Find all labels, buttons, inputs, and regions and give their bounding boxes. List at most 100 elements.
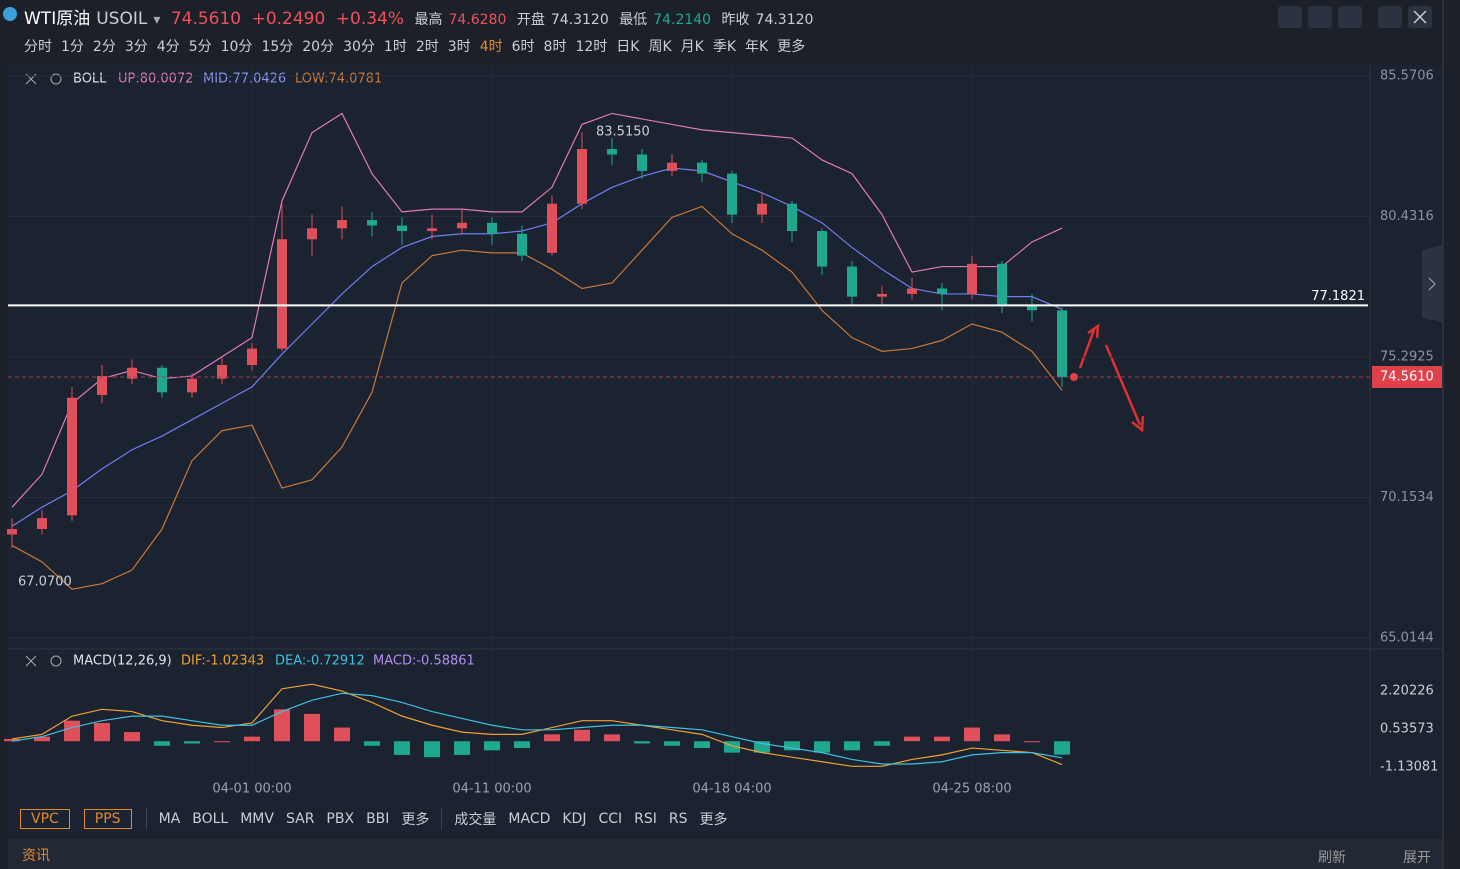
timeframe-tab[interactable]: 30分 (343, 39, 375, 55)
macd-bar (244, 736, 260, 742)
macd-bar (634, 741, 650, 744)
indicator-button[interactable]: PBX (326, 811, 355, 827)
side-tab[interactable] (1422, 245, 1442, 322)
label: 昨收 (721, 12, 750, 28)
indicator-button[interactable]: RSI (634, 811, 657, 827)
boll-mid: MID:77.0426 (203, 72, 286, 87)
timeframe-tab[interactable]: 15分 (261, 39, 294, 55)
settings-icon[interactable] (50, 73, 62, 85)
macd-bar (274, 709, 290, 742)
macd-dif: DIF:-1.02343 (181, 654, 264, 669)
timeframe-tab[interactable]: 12时 (575, 39, 608, 55)
symbol: WTI原油 (24, 9, 91, 29)
footer: 资讯 刷新 展开 (8, 838, 1442, 869)
indicator-button[interactable]: BOLL (192, 811, 229, 827)
indicator-button[interactable]: MACD (508, 811, 551, 827)
macd-bar (364, 741, 380, 746)
label: 开盘 (516, 12, 545, 28)
timeframe-tab[interactable]: 日K (616, 39, 640, 55)
timeframe-tab[interactable]: 8时 (543, 39, 567, 55)
macd-bar (664, 741, 680, 746)
header-icons[interactable] (1278, 6, 1432, 28)
low-note: 67.0700 (18, 574, 72, 589)
timeframe-tab[interactable]: 年K (745, 39, 769, 55)
change: +0.2490 (251, 9, 326, 29)
timeframe-tab[interactable]: 4分 (156, 39, 180, 55)
timeframe-tab[interactable]: 3时 (447, 39, 471, 55)
separator (145, 808, 147, 830)
macd-bar (844, 741, 860, 751)
candle-body (487, 222, 497, 234)
timeframe-tab[interactable]: 月K (680, 39, 704, 55)
settings-icon[interactable] (50, 655, 62, 667)
macd-bar (694, 741, 710, 749)
indicator-button[interactable]: 更多 (699, 812, 728, 828)
macd-bar (754, 741, 770, 753)
macd-bar (874, 741, 890, 746)
macd-bar (334, 727, 350, 742)
macd-bar (34, 736, 50, 742)
indicator-button[interactable]: BBI (366, 811, 390, 827)
timeframe-tab[interactable]: 4时 (479, 39, 503, 55)
low: 74.2140 (653, 12, 712, 28)
news-tab[interactable]: 资讯 (22, 848, 50, 864)
expand[interactable]: 展开 (1403, 850, 1431, 866)
timeframe-tab[interactable]: 季K (712, 39, 737, 55)
y-tick-label: 65.0144 (1380, 631, 1434, 646)
candle-body (1027, 304, 1037, 311)
header: WTI原油 USOIL ▾ 74.5610 +0.2490 +0.34% 最高 74.… (24, 9, 814, 29)
indicator-button[interactable]: KDJ (562, 811, 587, 827)
y-tick-label: 85.5706 (1380, 69, 1434, 84)
timeframe-tab[interactable]: 周K (648, 39, 672, 55)
indicator-button[interactable]: RS (668, 811, 688, 827)
macd-tick-label: 2.20226 (1380, 684, 1434, 699)
timeframe-tab[interactable]: 10分 (220, 39, 253, 55)
indicator-button[interactable]: MMV (240, 811, 274, 827)
indicator-button[interactable]: 更多 (401, 812, 430, 828)
timeframe-tab[interactable]: 1分 (61, 39, 84, 55)
macd-bar (544, 734, 560, 742)
code[interactable]: USOIL (96, 9, 148, 29)
indicator-button[interactable]: MA (158, 811, 181, 827)
candle-body (1057, 310, 1067, 378)
indicator-button[interactable]: SAR (285, 811, 315, 827)
candle-body (427, 228, 437, 232)
macd-bar (934, 736, 950, 742)
indicator-button[interactable]: CCI (598, 811, 623, 827)
candle-body (67, 397, 77, 516)
candle-body (157, 367, 167, 393)
candle-body (847, 266, 857, 297)
candle-body (817, 231, 827, 267)
timeframe-tab[interactable]: 20分 (302, 39, 335, 55)
overlay-button[interactable]: VPC (20, 809, 70, 829)
refresh[interactable]: 刷新 (1318, 850, 1346, 866)
y-tick-label: 75.2925 (1380, 350, 1434, 365)
timeframe-tab[interactable]: 3分 (124, 39, 148, 55)
timeframe-tab[interactable]: 1时 (383, 39, 407, 55)
macd-bar (1024, 741, 1040, 743)
macd-bar (124, 732, 140, 742)
close-icon[interactable] (25, 655, 37, 667)
timeframe-tab[interactable]: 分时 (24, 39, 52, 55)
candle-body (997, 263, 1007, 305)
macd-bar (814, 741, 830, 753)
timeframe-tab[interactable]: 5分 (188, 39, 212, 55)
timeframe-tab[interactable]: 2时 (415, 39, 439, 55)
high-note: 83.5150 (596, 125, 650, 140)
overlay-button[interactable]: PPS (83, 809, 132, 829)
timeframe-tab[interactable]: 6时 (511, 39, 535, 55)
candle-body (787, 203, 797, 232)
macd-bar (304, 713, 320, 742)
macd-dea: DEA:-0.72912 (275, 654, 365, 669)
macd-bar (484, 741, 500, 751)
timeframe-tab[interactable]: 2分 (92, 39, 116, 55)
boll-line (11, 167, 1063, 527)
candle-body (547, 203, 557, 253)
candle-body (607, 149, 617, 155)
macd-bar (514, 741, 530, 749)
timeframe-tab[interactable]: 更多 (777, 39, 806, 55)
macd-bar (4, 738, 20, 742)
candle-body (37, 518, 47, 530)
indicator-button[interactable]: 成交量 (454, 812, 497, 828)
boll-low: LOW:74.0781 (295, 72, 382, 87)
